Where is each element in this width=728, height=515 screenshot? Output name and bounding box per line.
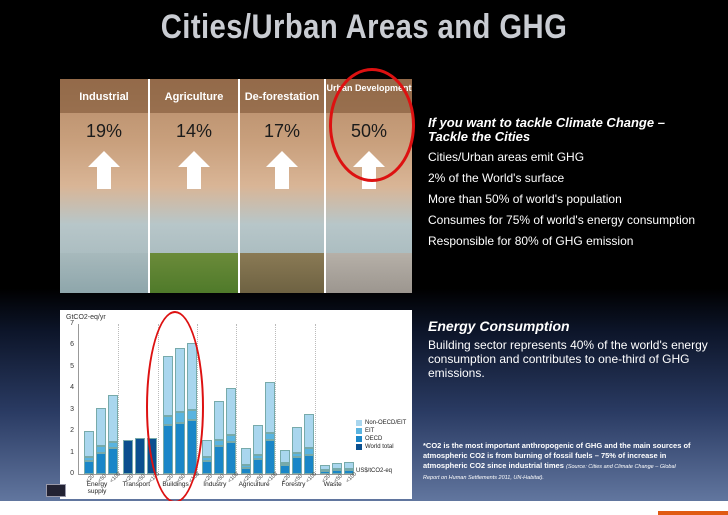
- energy-heading: Energy Consumption: [428, 318, 570, 334]
- sector-label: Transport: [122, 481, 151, 488]
- panel-label: Industrial: [79, 91, 129, 103]
- panel-percent: 17%: [263, 121, 301, 141]
- bar-segment: [201, 456, 212, 462]
- bar-segment: [253, 454, 264, 459]
- legend-item: World total: [356, 444, 406, 450]
- bar-segment: [135, 437, 146, 474]
- bullet-text: Responsible for 80% of GHG emission: [428, 234, 634, 248]
- cities-heading: If you want to tackle Climate Change – T…: [428, 115, 665, 144]
- bar-segment: [201, 461, 212, 474]
- bar-segment: [96, 407, 106, 447]
- bar-segment: [84, 456, 94, 462]
- bar-segment: [241, 465, 252, 468]
- y-tick-label: 7: [70, 320, 74, 327]
- buildings-highlight-ellipse: [146, 311, 204, 503]
- panel-label: Agriculture: [164, 91, 224, 103]
- bar-segment: [84, 431, 94, 457]
- bullet-text: Consumes for 75% of world's energy consu…: [428, 213, 696, 227]
- bar-segment: [304, 414, 315, 449]
- co2-note-text: *CO2 is the most important anthropogenic…: [423, 441, 691, 470]
- bullet-text: More than 50% of world's population: [428, 192, 622, 206]
- panel-percent: 14%: [175, 121, 213, 141]
- bar-segment: [292, 452, 303, 457]
- bar-segment: [319, 465, 330, 470]
- y-tick-label: 5: [70, 362, 74, 370]
- y-tick-label: 4: [70, 384, 74, 392]
- bar-segment: [280, 465, 291, 474]
- panel-deforestation: De-forestation 17%: [240, 79, 324, 293]
- bar-segment: [201, 439, 212, 457]
- bar-segment: [213, 446, 224, 474]
- unit-note: US$/tCO2-eq: [356, 468, 393, 474]
- sector-label: Waste: [323, 481, 342, 488]
- bar-segment: [225, 441, 236, 474]
- bar-segment: [280, 450, 291, 464]
- bullet-text: Cities/Urban areas emit GHG: [428, 150, 585, 164]
- bar-segment: [265, 381, 276, 434]
- energy-text-block: Energy Consumption Building sector repre…: [428, 318, 708, 380]
- bar-segment: [241, 448, 252, 466]
- bar-segment: [84, 461, 94, 474]
- emissions-chart: GtCO2-eq/yr Non-OECD/EIT EIT OECD World tot…: [60, 310, 412, 499]
- bar-segment: [241, 467, 252, 474]
- bar-segment: [123, 439, 134, 474]
- bar-segment: [319, 469, 330, 472]
- plot-area: [78, 324, 354, 475]
- bar-segment: [304, 448, 315, 455]
- bar-segment: [292, 456, 303, 474]
- bar-segment: [292, 426, 303, 453]
- co2-note-source: (Source: Cities and Climate Change – Glo…: [423, 464, 676, 481]
- sector-label: Industry: [203, 481, 227, 488]
- sector-label: Energy supply: [86, 481, 108, 495]
- sector-label: Agriculture: [238, 481, 270, 488]
- bar-segment: [253, 424, 264, 455]
- bar-segment: [108, 394, 118, 442]
- panel-label: De-forestation: [244, 91, 320, 103]
- y-tick-label: 0: [70, 470, 74, 477]
- panel-percent: 19%: [85, 121, 123, 141]
- bar-segment: [213, 401, 224, 440]
- bar-segment: [343, 468, 354, 471]
- chart-legend: Non-OECD/EIT EIT OECD World total: [356, 420, 406, 452]
- bar-segment: [96, 452, 106, 474]
- legend-item: OECD: [356, 436, 406, 442]
- bar-segment: [265, 433, 276, 440]
- highlight-ellipse: [329, 68, 415, 182]
- legend-item: EIT: [356, 428, 406, 434]
- bar-segment: [343, 462, 354, 469]
- bar-segment: [213, 439, 224, 447]
- sector-label: Forestry: [281, 481, 306, 488]
- y-tick-label: 3: [70, 405, 74, 413]
- bar-segment: [331, 463, 342, 469]
- up-arrow-icon: [178, 151, 210, 167]
- bar-segment: [108, 441, 118, 449]
- y-tick-label: 2: [70, 427, 74, 435]
- bar-segment: [225, 388, 236, 436]
- accent-bar: [658, 511, 728, 515]
- up-arrow-icon: [266, 151, 298, 167]
- panel-industrial: Industrial 19%: [60, 79, 148, 293]
- bar-segment: [304, 454, 315, 474]
- energy-body: Building sector represents 40% of the wo…: [428, 338, 708, 380]
- speaker-icon[interactable]: [46, 484, 66, 497]
- bar-segment: [331, 468, 342, 471]
- y-tick-label: 1: [70, 448, 74, 456]
- bar-segment: [108, 448, 118, 474]
- slide-title: Cities/Urban Areas and GHG: [160, 8, 568, 46]
- bar-segment: [225, 435, 236, 442]
- y-axis-label: GtCO2-eq/yr: [66, 314, 106, 321]
- bar-segment: [265, 439, 276, 474]
- legend-item: Non-OECD/EIT: [356, 420, 406, 426]
- up-arrow-icon: [88, 151, 120, 167]
- bullet-text: 2% of the World's surface: [428, 171, 565, 185]
- panel-agriculture: Agriculture 14%: [150, 79, 238, 293]
- cities-text-block: If you want to tackle Climate Change – T…: [428, 116, 708, 255]
- co2-note: *CO2 is the most important anthropogenic…: [423, 441, 691, 483]
- y-tick-label: 6: [70, 341, 74, 349]
- bar-segment: [280, 463, 291, 466]
- bar-segment: [253, 459, 264, 474]
- bar-segment: [96, 446, 106, 453]
